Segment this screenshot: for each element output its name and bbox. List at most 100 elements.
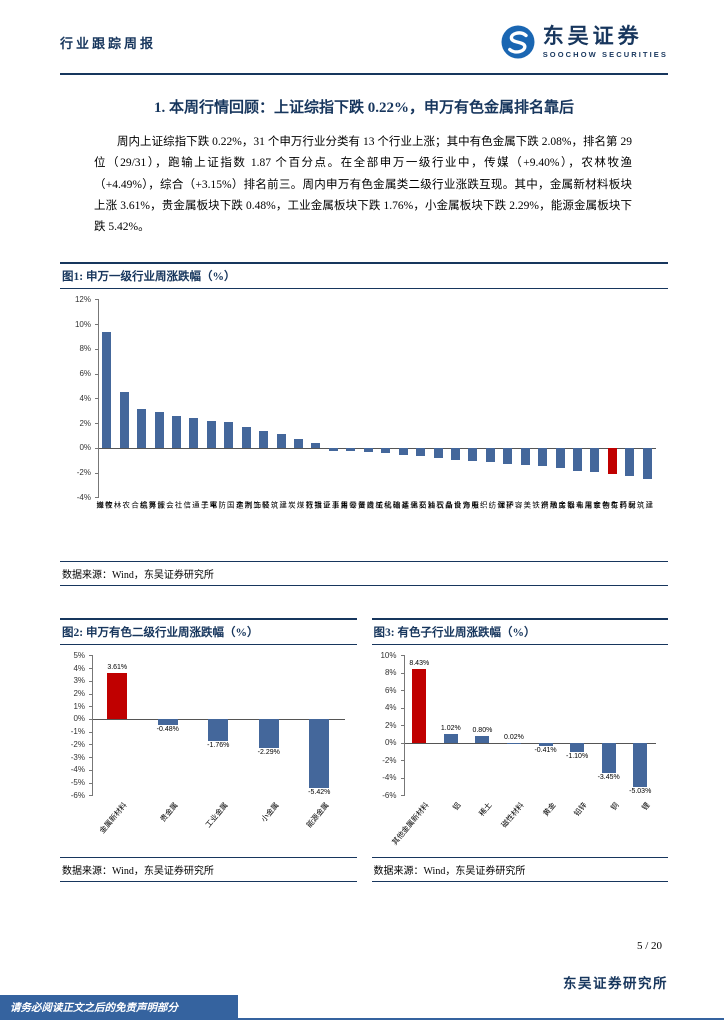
bar-农林牧渔 (119, 392, 129, 448)
y-tick-label: -6% (382, 790, 397, 800)
x-category-label: 传媒 (95, 501, 114, 510)
bar-基础化工 (398, 447, 408, 455)
x-category-label: 汽车 (235, 501, 253, 510)
y-tick-mark (89, 795, 92, 797)
y-tick-label: 2% (384, 720, 397, 730)
page-content: 1. 本周行情回顾：上证综指下跌 0.22%，申万有色金属排名靠后 周内上证综指… (60, 88, 668, 883)
zero-axis-line (98, 447, 656, 449)
nonferrous-subsector-bar-chart: 3.61% 金属新材料 -0.48% 贵金属 -1.76% 工业金属 -2.29% 小金属 -5… (62, 651, 351, 855)
bar-稀土 (475, 735, 490, 743)
y-tick-mark (95, 447, 98, 449)
bar-其他金属新材料 (412, 669, 427, 743)
bar-商贸零售 (363, 447, 373, 453)
bar-小金属 (258, 718, 279, 749)
y-tick-label: 10% (74, 319, 91, 329)
bar-钢铁 (538, 447, 548, 467)
x-category-label: 综合 (130, 501, 149, 510)
y-tick-mark (89, 757, 92, 759)
disclaimer-text: 请务必阅读正文之后的免责声明部分 (10, 1003, 178, 1014)
y-tick-mark (95, 299, 98, 301)
y-tick-label: 2% (73, 689, 85, 698)
y-tick-label: -5% (70, 778, 85, 788)
y-tick-label: 12% (74, 294, 91, 304)
figure-3-chart-area: 8.43% 其他金属新材料 1.02% 铝 0.80% 稀土 0.02% 磁性材料 -0.41%… (371, 645, 668, 859)
x-category-label: 计算机 (139, 501, 166, 510)
y-tick-mark (95, 348, 98, 350)
bar-黄金 (538, 742, 553, 747)
x-category-label: 房地产 (540, 501, 567, 510)
x-category-label: 工业金属 (203, 800, 230, 830)
y-tick-mark (89, 769, 92, 771)
y-tick-label: 2% (79, 418, 91, 428)
bar-社会服务 (171, 416, 181, 448)
y-tick-label: -6% (70, 790, 85, 800)
bar-机械设备 (381, 447, 391, 454)
y-tick-label: 4% (73, 663, 85, 673)
x-category-label: 钢铁 (531, 501, 550, 510)
y-tick-mark (400, 795, 404, 797)
y-tick-mark (95, 398, 98, 400)
x-category-label: 公用事业 (322, 501, 358, 510)
y-tick-label: 1% (73, 701, 85, 711)
y-tick-mark (95, 324, 98, 326)
bar-纺织服饰 (485, 447, 495, 463)
value-label: -3.45% (597, 774, 620, 782)
y-tick-mark (400, 707, 404, 709)
bar-能源金属 (309, 718, 330, 788)
y-axis-line (403, 655, 405, 797)
zero-axis-line (403, 742, 656, 744)
y-tick-label: 0% (384, 738, 397, 748)
bar-计算机 (154, 411, 164, 448)
value-label: 0.80% (472, 726, 493, 734)
brand-name-cn: 东吴证券 (542, 23, 643, 48)
x-category-label: 农林牧渔 (95, 501, 131, 510)
y-tick-mark (400, 777, 404, 779)
metal-commodity-bar-chart: 8.43% 其他金属新材料 1.02% 铝 0.80% 稀土 0.02% 磁性材料 -0.41%… (374, 651, 663, 855)
y-tick-label: -2% (382, 755, 397, 765)
x-category-label: 银行 (304, 501, 323, 510)
bar-贵金属 (157, 718, 178, 726)
plot-area: 8.43% 其他金属新材料 1.02% 铝 0.80% 稀土 0.02% 磁性材料 -0.41%… (390, 655, 656, 847)
bar-煤炭 (294, 438, 304, 448)
x-category-label: 机械设备 (357, 501, 393, 510)
x-category-label: 石油石化 (409, 501, 445, 510)
plot-area: 传媒 农林牧渔 综合 计算机 社会服务 通信 电子 国防军工 汽车 轻工制造 建筑装饰 煤炭 银行 上证指… (96, 299, 656, 510)
y-tick-mark (400, 760, 404, 762)
x-category-label: 铅锌 (572, 800, 589, 819)
bar-铅锌 (570, 742, 585, 753)
x-category-label: 通信 (182, 501, 201, 510)
y-tick-label: 8% (384, 668, 397, 678)
x-category-label: 黄金 (540, 800, 558, 819)
figure-2-chart-area: 3.61% 金属新材料 -0.48% 贵金属 -1.76% 工业金属 -2.29% 小金属 -5… (60, 645, 357, 859)
y-tick-mark (95, 373, 98, 375)
value-label: 8.43% (409, 660, 430, 668)
y-tick-label: 4% (79, 393, 91, 403)
x-category-label: 商贸零售 (339, 501, 375, 510)
x-category-label: 美容护理 (496, 501, 532, 510)
y-axis-line (92, 655, 93, 797)
bar-上证指数 (328, 447, 338, 451)
value-label: -2.29% (257, 749, 280, 757)
soochow-logo-icon (500, 24, 536, 60)
plot-area: 3.61% 金属新材料 -0.48% 贵金属 -1.76% 工业金属 -2.29% 小金属 -5… (92, 655, 345, 835)
y-tick-mark (400, 725, 404, 727)
y-tick-mark (400, 690, 404, 692)
industry-weekly-change-bar-chart: 传媒 农林牧渔 综合 计算机 社会服务 通信 电子 国防军工 汽车 轻工制造 建筑装饰 煤炭 银行 上证指… (62, 295, 662, 559)
x-category-label: 食品饮料 (427, 501, 462, 510)
bar-电子 (206, 420, 216, 448)
bar-汽车 (241, 427, 251, 448)
y-tick-mark (400, 655, 404, 657)
x-category-label: 小金属 (259, 800, 281, 824)
bar-通信 (189, 417, 199, 448)
bar-家用电器 (590, 447, 600, 472)
value-label: -1.76% (207, 742, 230, 750)
y-tick-mark (400, 742, 404, 744)
y-axis-line (98, 299, 99, 499)
bar-公用事业 (346, 447, 356, 451)
x-category-label: 交通运输 (392, 501, 428, 510)
value-label: 1.02% (440, 724, 461, 732)
bar-铜 (601, 742, 616, 774)
bar-综合 (137, 408, 147, 448)
x-category-label: 医药生物 (601, 501, 637, 510)
figure-2-source: 数据来源：Wind，东吴证券研究所 (60, 858, 357, 883)
